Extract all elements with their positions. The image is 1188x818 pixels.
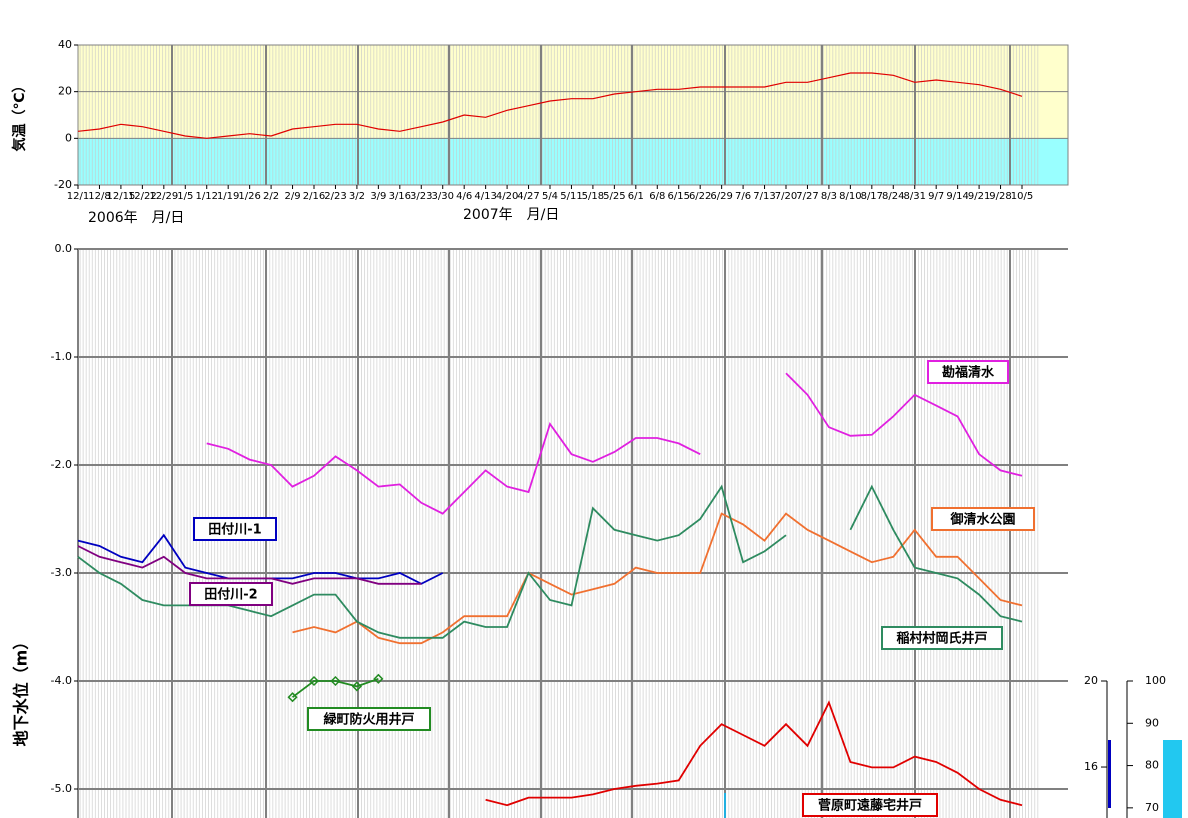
legend-box [193, 517, 277, 541]
x-tick-label: 1/26 [238, 191, 260, 202]
x-tick-label: 6/15 [667, 191, 689, 202]
data-line [292, 512, 1023, 645]
x-tick-label: 5/11 [560, 191, 582, 202]
y-tick-label: -1.0 [51, 350, 72, 363]
x-tick-label: 9/7 [928, 191, 944, 202]
x-tick-label: 7/20 [775, 191, 797, 202]
x-tick-label: 1/12 [195, 191, 217, 202]
y-tick-label: -4.0 [51, 674, 72, 687]
y-tick-label: -20 [54, 178, 72, 191]
y-axis-title: 地下水位（m） [12, 634, 31, 747]
x-tick-label: 4/20 [496, 191, 518, 202]
x-tick-label: 7/13 [753, 191, 775, 202]
y3-tick-label: 90 [1145, 716, 1159, 729]
legend-box [307, 707, 431, 731]
marker [351, 681, 362, 692]
day-grid [78, 45, 1040, 185]
data-line [206, 372, 1023, 515]
x-tick-label: 12/29 [149, 191, 178, 202]
month-lines [171, 45, 1011, 818]
data-line [291, 677, 379, 698]
y-tick-label: -5.0 [51, 782, 72, 795]
x-tick-label: 8/17 [861, 191, 883, 202]
x-tick-label: 7/6 [735, 191, 751, 202]
y-tick-label: 0 [65, 131, 72, 144]
marker [330, 675, 341, 687]
x-tick-label: 1/19 [217, 191, 239, 202]
x-tick-label: 3/16 [389, 191, 411, 202]
legend-label: 菅原町遠藤宅井戸 [818, 798, 922, 814]
x-tick-label: 4/6 [456, 191, 472, 202]
data-line [77, 72, 1023, 139]
y3-tick-label: 100 [1145, 674, 1166, 687]
x-tick-label: 3/9 [370, 191, 386, 202]
legend-label: 田付川-1 [208, 522, 261, 538]
legend-label: 稲村村岡氏井戸 [896, 631, 987, 647]
x-tick-label: 12/1 [67, 191, 89, 202]
x-tick-label: 12/15 [106, 191, 135, 202]
gauge [724, 793, 726, 818]
x-tick-label: 2/9 [284, 191, 300, 202]
legend-label: 田付川-2 [204, 587, 257, 603]
x-tick-label: 5/25 [603, 191, 625, 202]
x-tick-label: 10/5 [1011, 191, 1033, 202]
x-tick-label: 6/22 [689, 191, 711, 202]
data-line [77, 545, 422, 585]
y3-tick-label: 80 [1145, 759, 1159, 772]
x-tick-label: 2/16 [303, 191, 325, 202]
y2-tick-label: 16 [1084, 760, 1098, 773]
legend-box [927, 360, 1009, 384]
legend-label: 勘福清水 [942, 365, 995, 381]
legend-box [189, 582, 273, 606]
x-tick-label: 8/3 [821, 191, 837, 202]
x-tick-label: 5/18 [582, 191, 604, 202]
legend-box [881, 626, 1003, 650]
x-tick-label: 3/23 [410, 191, 432, 202]
marker [287, 692, 298, 703]
marker [373, 673, 384, 684]
marker [308, 675, 320, 687]
x-tick-label: 8/31 [903, 191, 925, 202]
legend-label: 緑町防火用井戸 [323, 712, 414, 728]
y-tick-label: -2.0 [51, 458, 72, 471]
x-tick-label: 12/8 [88, 191, 110, 202]
y3-tick-label: 70 [1145, 801, 1159, 814]
legend-label: 御清水公園 [949, 512, 1015, 528]
y-tick-label: 0.0 [55, 242, 73, 255]
x-tick-label: 5/4 [542, 191, 558, 202]
x-tick-label: 3/2 [349, 191, 365, 202]
y-tick-label: -3.0 [51, 566, 72, 579]
x-tick-label: 4/27 [517, 191, 539, 202]
x-tick-label: 2/2 [263, 191, 279, 202]
x-tick-label: 8/24 [882, 191, 904, 202]
year-label: 2006年 月/日 [88, 210, 184, 226]
data-line [485, 700, 1023, 807]
x-tick-label: 6/29 [710, 191, 732, 202]
x-tick-label: 4/13 [474, 191, 496, 202]
x-tick-label: 9/14 [946, 191, 968, 202]
gauge [1163, 740, 1182, 818]
x-tick-label: 12/22 [128, 191, 157, 202]
y-tick-label: 20 [58, 85, 72, 98]
x-tick-label: 6/8 [649, 191, 665, 202]
y-axis-title: 気温（℃） [11, 79, 28, 152]
year-label: 2007年 月/日 [463, 207, 559, 223]
x-tick-label: 3/30 [431, 191, 453, 202]
x-tick-label: 8/10 [839, 191, 861, 202]
y2-tick-label: 20 [1084, 674, 1098, 687]
gauge [1108, 740, 1111, 808]
legend-box [931, 507, 1035, 531]
x-tick-label: 1/5 [177, 191, 193, 202]
x-tick-label: 7/27 [796, 191, 818, 202]
x-tick-label: 9/21 [968, 191, 990, 202]
x-tick-label: 2/23 [324, 191, 346, 202]
y-tick-label: 40 [58, 38, 72, 51]
x-tick-label: 9/28 [989, 191, 1011, 202]
x-tick-label: 6/1 [628, 191, 644, 202]
legend-box [802, 793, 938, 817]
